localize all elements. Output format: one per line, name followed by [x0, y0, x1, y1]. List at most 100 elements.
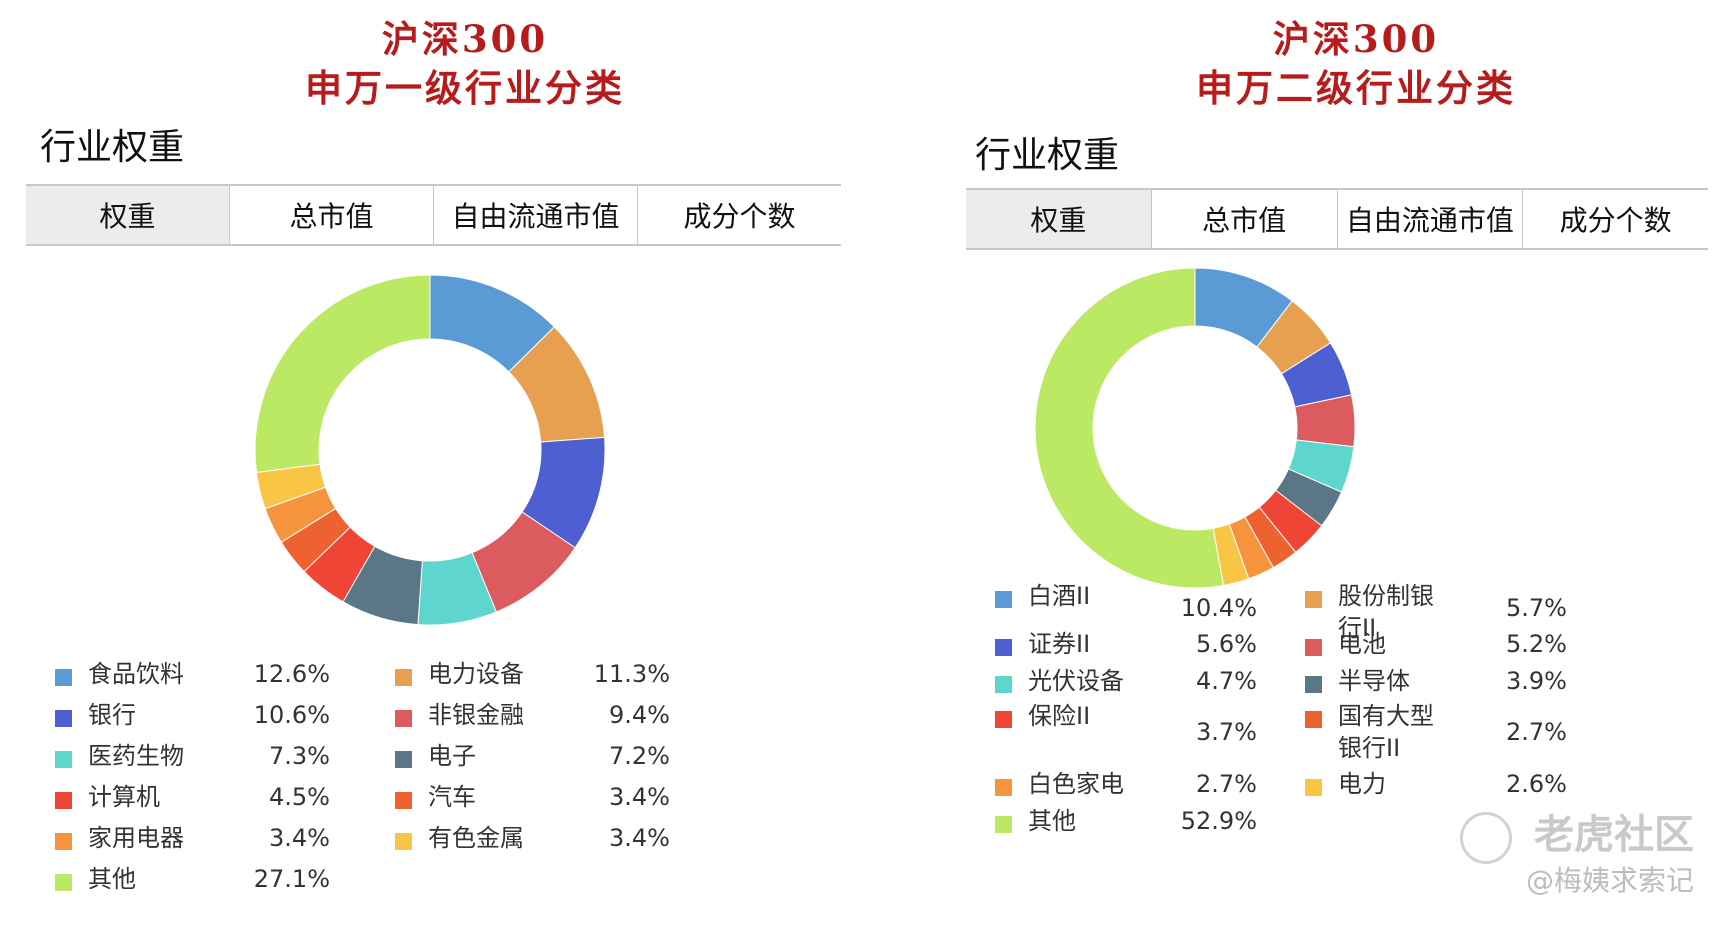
legend-swatch [55, 792, 72, 809]
watermark-handle: @梅姨求索记 [1525, 864, 1694, 897]
legend-value: 3.9% [1506, 667, 1567, 695]
legend-item: 白色家电 [995, 768, 1145, 800]
legend-value: 5.2% [1506, 630, 1567, 658]
legend-label: 银行 [88, 701, 136, 729]
legend-value: 4.5% [269, 783, 330, 811]
left-panel: 沪深300 申万一级行业分类 行业权重 权重 总市值 自由流通市值 成分个数 食… [0, 0, 860, 933]
legend-item: 半导体 [1305, 665, 1445, 697]
legend-swatch [1305, 639, 1322, 656]
section-title: 行业权重 [40, 127, 185, 168]
legend-value: 3.7% [1196, 718, 1257, 746]
legend-value: 27.1% [253, 865, 330, 893]
tab-constituent-count[interactable]: 成分个数 [1522, 190, 1708, 248]
legend-label: 股份制银行II [1338, 582, 1434, 642]
legend-swatch [55, 833, 72, 850]
legend-swatch [1305, 711, 1322, 728]
tab-total-market-cap[interactable]: 总市值 [1150, 190, 1337, 248]
donut-chart [1035, 268, 1355, 588]
legend-swatch [395, 792, 412, 809]
donut-slice [255, 275, 431, 473]
legend-label: 有色金属 [428, 824, 524, 852]
title-line-1: 沪深300 [1272, 17, 1440, 61]
legend-label: 食品饮料 [88, 660, 184, 688]
legend-swatch [55, 710, 72, 727]
watermark: 老虎社区 @梅姨求索记 [1526, 812, 1694, 904]
legend-item: 电子 [395, 740, 570, 772]
legend-value: 52.9% [1180, 807, 1257, 835]
legend-value: 3.4% [609, 783, 670, 811]
legend-label: 医药生物 [88, 742, 184, 770]
legend-label: 半导体 [1338, 667, 1410, 695]
legend-swatch [995, 676, 1012, 693]
legend-label: 其他 [88, 865, 136, 893]
tab-free-float-market-cap[interactable]: 自由流通市值 [1336, 190, 1523, 248]
legend-label: 电力设备 [428, 660, 524, 688]
tab-free-float-market-cap[interactable]: 自由流通市值 [433, 186, 637, 244]
legend-item: 食品饮料 [55, 658, 230, 690]
tab-bar: 权重 总市值 自由流通市值 成分个数 [26, 184, 841, 246]
legend-item: 证券II [995, 628, 1145, 660]
watermark-brand: 老虎社区 [1534, 812, 1694, 858]
legend-swatch [55, 669, 72, 686]
legend-label: 汽车 [428, 783, 476, 811]
title-line-1: 沪深300 [381, 17, 549, 61]
legend-value: 2.7% [1506, 718, 1567, 746]
legend-label: 证券II [1028, 630, 1091, 658]
legend-swatch [1305, 779, 1322, 796]
donut-slice [1035, 268, 1225, 588]
legend-swatch [995, 591, 1012, 608]
legend-item: 股份制银行II [1305, 580, 1445, 644]
legend-value: 2.6% [1506, 770, 1567, 798]
legend-item: 光伏设备 [995, 665, 1145, 697]
legend-item: 计算机 [55, 781, 230, 813]
legend-item: 非银金融 [395, 699, 570, 731]
legend-value: 7.3% [269, 742, 330, 770]
tiger-logo-icon [1460, 812, 1512, 864]
legend-label: 国有大型银行II [1338, 702, 1434, 762]
legend-item: 国有大型银行II [1305, 700, 1445, 764]
legend-label: 非银金融 [428, 701, 524, 729]
legend-value: 2.7% [1196, 770, 1257, 798]
chart-title: 沪深300 申万一级行业分类 [190, 15, 740, 113]
section-title: 行业权重 [975, 135, 1120, 176]
legend-value: 11.3% [593, 660, 670, 688]
legend-label: 白酒II [1028, 582, 1091, 610]
legend-value: 5.7% [1506, 594, 1567, 622]
tab-weight[interactable]: 权重 [966, 190, 1151, 248]
tab-constituent-count[interactable]: 成分个数 [637, 186, 841, 244]
tab-total-market-cap[interactable]: 总市值 [229, 186, 433, 244]
legend-label: 计算机 [88, 783, 160, 811]
tab-weight[interactable]: 权重 [26, 186, 229, 244]
legend-item: 电池 [1305, 628, 1445, 660]
legend-item: 银行 [55, 699, 230, 731]
legend-value: 12.6% [253, 660, 330, 688]
title-line-2: 申万一级行业分类 [305, 66, 625, 110]
legend-item: 汽车 [395, 781, 570, 813]
legend-value: 3.4% [609, 824, 670, 852]
legend-item: 家用电器 [55, 822, 230, 854]
legend-swatch [55, 874, 72, 891]
legend-item: 其他 [995, 805, 1145, 837]
legend-label: 保险II [1028, 702, 1091, 730]
legend-label: 光伏设备 [1028, 667, 1124, 695]
legend-value: 10.6% [253, 701, 330, 729]
legend-value: 5.6% [1196, 630, 1257, 658]
legend-item: 电力 [1305, 768, 1445, 800]
legend-swatch [395, 710, 412, 727]
legend-value: 10.4% [1180, 594, 1257, 622]
legend-item: 电力设备 [395, 658, 570, 690]
legend-label: 电池 [1338, 630, 1386, 658]
legend-label: 家用电器 [88, 824, 184, 852]
legend-label: 白色家电 [1028, 770, 1124, 798]
chart-title: 沪深300 申万二级行业分类 [1030, 15, 1682, 113]
legend-swatch [1305, 591, 1322, 608]
legend-item: 保险II [995, 700, 1145, 732]
title-line-2: 申万二级行业分类 [1196, 66, 1516, 110]
legend-swatch [395, 833, 412, 850]
legend-value: 9.4% [609, 701, 670, 729]
right-panel: 沪深300 申万二级行业分类 行业权重 权重 总市值 自由流通市值 成分个数 白… [860, 0, 1722, 933]
legend-swatch [995, 779, 1012, 796]
legend-item: 医药生物 [55, 740, 230, 772]
legend-label: 其他 [1028, 807, 1076, 835]
legend-item: 白酒II [995, 580, 1145, 612]
